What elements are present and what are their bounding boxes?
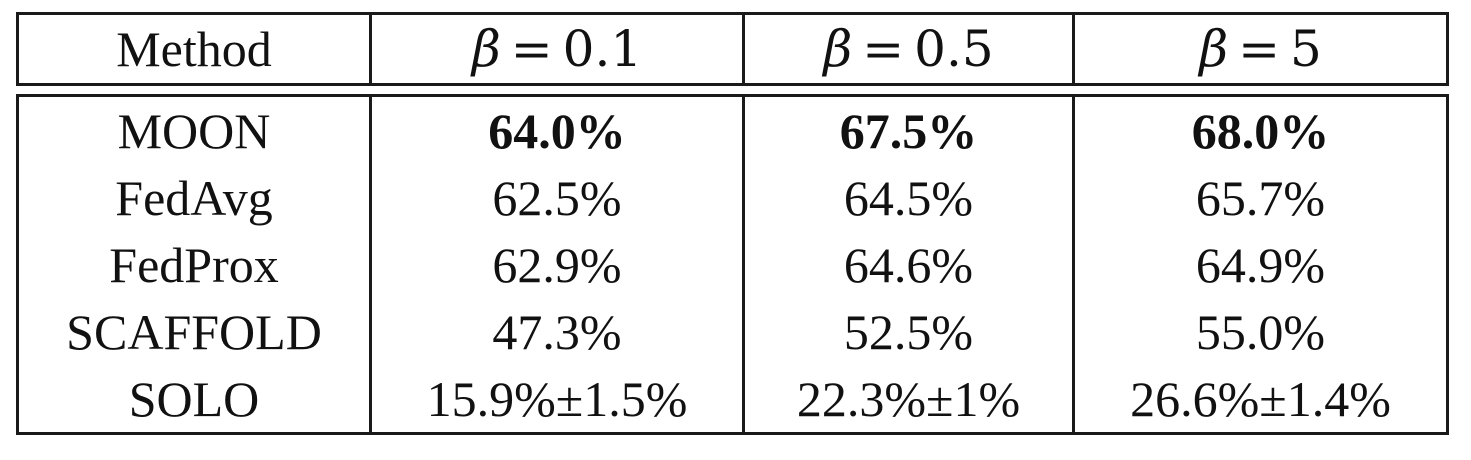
value-cell: 22.3%±1% — [742, 365, 1075, 435]
value-cell: 47.3% — [369, 298, 745, 365]
table-row: SOLO 15.9%±1.5% 22.3%±1% 26.6%±1.4% — [16, 365, 1449, 435]
method-cell: SCAFFOLD — [16, 298, 372, 365]
value-cell: 62.9% — [369, 231, 745, 298]
beta-value: 0.5 — [914, 20, 994, 78]
equals-sign: = — [1238, 20, 1280, 78]
header-beta-2: β = 0.5 — [742, 12, 1075, 86]
beta-value: 0.1 — [562, 20, 643, 78]
header-beta-1: β = 0.1 — [369, 12, 745, 86]
value-cell: 64.9% — [1072, 231, 1449, 298]
value-cell: 64.6% — [742, 231, 1075, 298]
beta-symbol: β — [1199, 20, 1229, 78]
equals-sign: = — [510, 20, 553, 78]
value-cell: 64.0% — [369, 94, 745, 164]
results-table-container: Method β = 0.1 β = 0.5 β = 5 MOON 64.0% 6 — [16, 12, 1449, 444]
value-cell: 52.5% — [742, 298, 1075, 365]
table-row: FedAvg 62.5% 64.5% 65.7% — [16, 164, 1449, 231]
value-cell: 55.0% — [1072, 298, 1449, 365]
header-beta-3: β = 5 — [1072, 12, 1449, 86]
method-cell: SOLO — [16, 365, 372, 435]
method-cell: FedAvg — [16, 164, 372, 231]
beta-symbol: β — [823, 20, 853, 78]
header-method: Method — [16, 12, 372, 86]
table-row: MOON 64.0% 67.5% 68.0% — [16, 94, 1449, 164]
results-table: Method β = 0.1 β = 0.5 β = 5 MOON 64.0% 6 — [16, 12, 1449, 435]
value-cell: 15.9%±1.5% — [369, 365, 745, 435]
value-cell: 26.6%±1.4% — [1072, 365, 1449, 435]
beta-symbol: β — [471, 20, 501, 78]
value-cell: 68.0% — [1072, 94, 1449, 164]
value-cell: 67.5% — [742, 94, 1075, 164]
value-cell: 62.5% — [369, 164, 745, 231]
value-cell: 64.5% — [742, 164, 1075, 231]
method-cell: FedProx — [16, 231, 372, 298]
table-row: FedProx 62.9% 64.6% 64.9% — [16, 231, 1449, 298]
table-row: SCAFFOLD 47.3% 52.5% 55.0% — [16, 298, 1449, 365]
header-gap — [18, 85, 1448, 96]
value-cell: 65.7% — [1072, 164, 1449, 231]
equals-sign: = — [862, 20, 905, 78]
beta-expression: β = 0.1 — [472, 20, 642, 78]
double-rule-gap — [18, 85, 1448, 96]
beta-expression: β = 5 — [1199, 20, 1322, 78]
header-row: Method β = 0.1 β = 0.5 β = 5 — [16, 12, 1449, 86]
method-cell: MOON — [16, 94, 372, 164]
beta-expression: β = 0.5 — [823, 20, 993, 78]
beta-value: 5 — [1290, 20, 1322, 78]
